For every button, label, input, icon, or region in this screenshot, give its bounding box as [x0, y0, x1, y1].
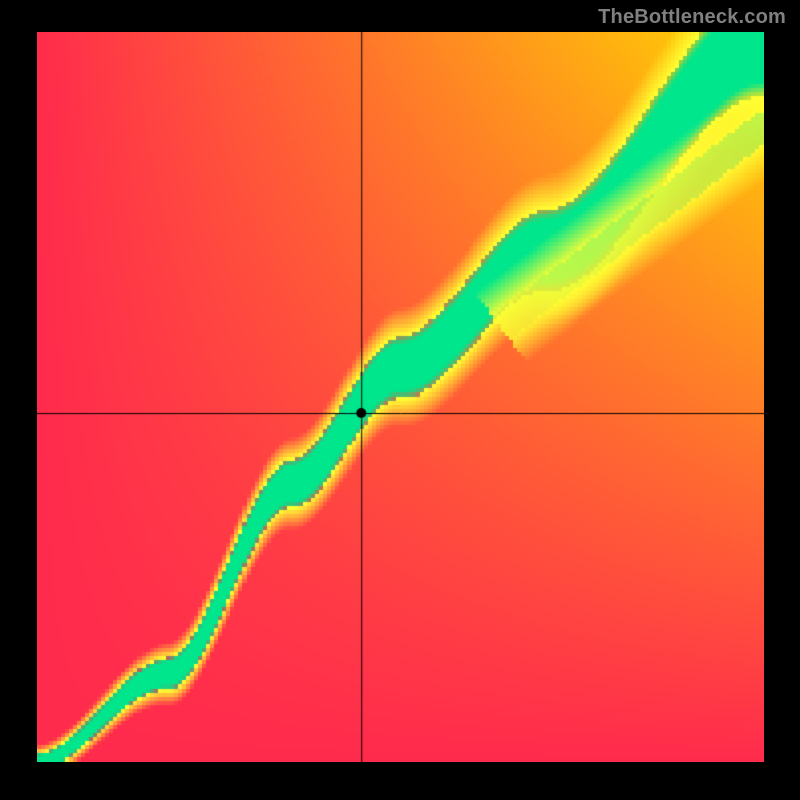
- chart-frame: TheBottleneck.com: [0, 0, 800, 800]
- watermark-text: TheBottleneck.com: [598, 6, 786, 29]
- bottleneck-heatmap: [37, 32, 764, 762]
